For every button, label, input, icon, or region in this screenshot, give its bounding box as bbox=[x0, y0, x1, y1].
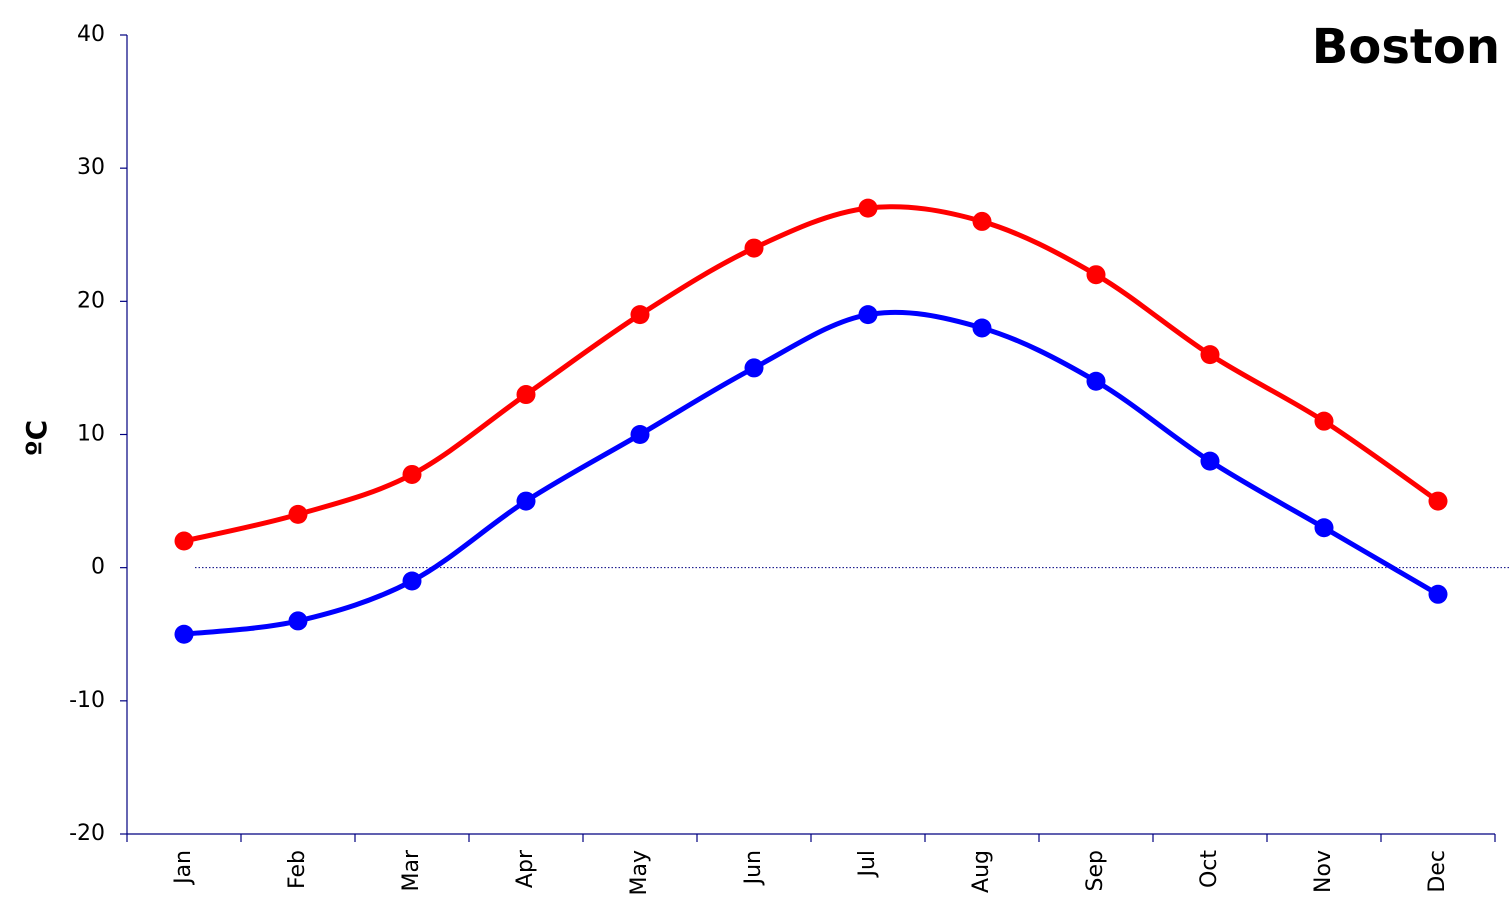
x-tick-label: Mar bbox=[399, 849, 424, 891]
point bbox=[288, 611, 308, 631]
x-tick-label: Jul bbox=[855, 850, 880, 879]
x-tick-label: May bbox=[627, 850, 652, 895]
x-tick-label: Sep bbox=[1083, 850, 1108, 891]
y-tick-label: 20 bbox=[77, 288, 105, 313]
y-tick-label: 30 bbox=[77, 155, 105, 180]
x-tick-label: Apr bbox=[513, 849, 538, 888]
point bbox=[744, 358, 764, 378]
x-tick-label: Jun bbox=[741, 850, 766, 886]
point bbox=[972, 211, 992, 231]
y-tick-label: -20 bbox=[69, 821, 105, 846]
point bbox=[516, 491, 536, 511]
point bbox=[630, 425, 650, 444]
point bbox=[402, 464, 422, 484]
point bbox=[1200, 345, 1220, 365]
x-tick-label: Jan bbox=[171, 850, 196, 886]
point bbox=[1428, 584, 1448, 604]
line bbox=[183, 309, 1440, 637]
point bbox=[1200, 451, 1220, 471]
y-tick-label: 10 bbox=[77, 422, 105, 447]
point bbox=[288, 504, 308, 524]
point bbox=[1314, 518, 1334, 538]
point bbox=[174, 624, 194, 644]
x-tick-label: Oct bbox=[1197, 850, 1222, 888]
point bbox=[516, 385, 536, 405]
point bbox=[1428, 491, 1448, 511]
y-axis-label: ºC bbox=[20, 420, 53, 456]
point bbox=[1086, 265, 1106, 285]
point bbox=[402, 571, 422, 591]
y-tick-label: 0 bbox=[91, 555, 105, 580]
x-tick-label: Dec bbox=[1425, 850, 1450, 893]
line bbox=[183, 204, 1440, 544]
point bbox=[1314, 411, 1334, 431]
point bbox=[858, 305, 878, 325]
y-tick-label: -10 bbox=[69, 688, 105, 713]
point bbox=[744, 238, 764, 258]
point bbox=[174, 531, 194, 551]
x-tick-label: Feb bbox=[285, 850, 310, 889]
y-tick-label: 40 bbox=[77, 22, 105, 47]
point bbox=[1086, 371, 1106, 391]
point bbox=[972, 318, 992, 338]
point bbox=[858, 198, 878, 218]
x-tick-label: Aug bbox=[969, 850, 994, 893]
x-tick-label: Nov bbox=[1311, 850, 1336, 893]
chart-title: Boston bbox=[1312, 19, 1500, 75]
point bbox=[630, 305, 650, 325]
